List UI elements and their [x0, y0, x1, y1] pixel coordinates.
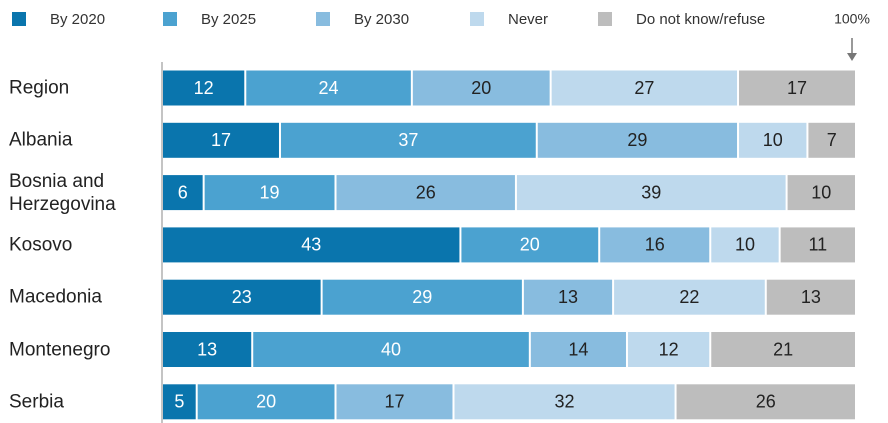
legend-swatch — [163, 12, 177, 26]
legend-swatch — [12, 12, 26, 26]
category-label: Macedonia — [9, 286, 102, 308]
category-label: Serbia — [9, 391, 64, 413]
data-label: 5 — [174, 392, 184, 412]
bar-segment — [246, 70, 411, 106]
bar-segment — [537, 122, 738, 158]
bar-segment — [516, 175, 786, 211]
bar-segment — [163, 175, 203, 211]
bar-segment — [412, 70, 550, 106]
legend-label: Never — [508, 11, 548, 28]
bar-segment — [780, 227, 855, 263]
legend-label: By 2030 — [354, 11, 409, 28]
data-label: 13 — [197, 339, 217, 359]
category-label: Region — [9, 77, 70, 99]
bar-segment — [253, 332, 529, 367]
data-label: 12 — [659, 339, 679, 359]
bar-segment — [461, 227, 599, 263]
category-label: Kosovo — [9, 234, 73, 256]
data-label: 22 — [679, 287, 699, 307]
data-label: 23 — [232, 287, 252, 307]
data-label: 13 — [558, 287, 578, 307]
data-label: 19 — [260, 182, 280, 202]
bar-segment — [551, 70, 738, 106]
legend-swatch — [316, 12, 330, 26]
data-label: 6 — [178, 182, 188, 202]
data-label: 20 — [256, 392, 276, 412]
data-label: 12 — [194, 78, 214, 98]
bar-segment — [163, 70, 245, 106]
data-label: 26 — [416, 182, 436, 202]
legend-swatch — [598, 12, 612, 26]
data-label: 17 — [384, 392, 404, 412]
data-label: 17 — [211, 130, 231, 150]
category-label: Albania — [9, 129, 73, 151]
bar-segment — [197, 384, 335, 420]
data-label: 17 — [787, 78, 807, 98]
data-label: 27 — [634, 78, 654, 98]
data-label: 20 — [471, 78, 491, 98]
data-label: 20 — [520, 235, 540, 255]
bar-segment — [711, 332, 855, 367]
category-label: Bosnia and Herzegovina — [9, 170, 116, 215]
data-label: 13 — [801, 287, 821, 307]
bar-segment — [739, 122, 807, 158]
bar-segment — [766, 279, 855, 315]
data-label: 11 — [808, 235, 827, 255]
bar-segment — [204, 175, 335, 211]
data-label: 14 — [568, 339, 588, 359]
data-label: 29 — [412, 287, 432, 307]
data-label: 10 — [811, 182, 831, 202]
legend-label: By 2025 — [201, 11, 256, 28]
bar-segment — [808, 122, 855, 158]
data-label: 10 — [763, 130, 783, 150]
annotation: 100% — [834, 11, 870, 27]
data-label: 7 — [827, 130, 837, 150]
data-label: 37 — [398, 130, 418, 150]
bar-segment — [336, 175, 515, 211]
bar-segment — [711, 227, 779, 263]
bar-segment — [787, 175, 855, 211]
data-label: 39 — [641, 182, 661, 202]
legend-label: By 2020 — [50, 11, 105, 28]
data-label: 32 — [555, 392, 575, 412]
bar-segment — [676, 384, 855, 420]
data-label: 43 — [301, 235, 321, 255]
bar-segment — [322, 279, 522, 315]
bar-segment — [523, 279, 613, 315]
bar-segment — [454, 384, 675, 420]
data-label: 21 — [773, 339, 793, 359]
bar-segment — [614, 279, 765, 315]
data-label: 16 — [645, 235, 665, 255]
bar-segment — [600, 227, 710, 263]
bar-segment — [336, 384, 453, 420]
data-label: 29 — [627, 130, 647, 150]
category-label: Montenegro — [9, 339, 111, 360]
bar-segment — [163, 384, 196, 420]
legend-swatch — [470, 12, 484, 26]
legend-label: Do not know/refuse — [636, 11, 765, 28]
data-label: 10 — [735, 235, 755, 255]
bar-segment — [739, 70, 855, 106]
annotation-arrowhead — [847, 53, 857, 61]
data-label: 26 — [756, 392, 776, 412]
bar-segment — [163, 122, 279, 158]
data-label: 40 — [381, 339, 401, 359]
bar-segment — [163, 332, 252, 367]
bar-segment — [163, 279, 321, 315]
data-label: 24 — [319, 78, 339, 98]
bar-segment — [163, 227, 460, 263]
bar-segment — [530, 332, 626, 367]
bar-segment — [280, 122, 536, 158]
bar-segment — [627, 332, 710, 367]
